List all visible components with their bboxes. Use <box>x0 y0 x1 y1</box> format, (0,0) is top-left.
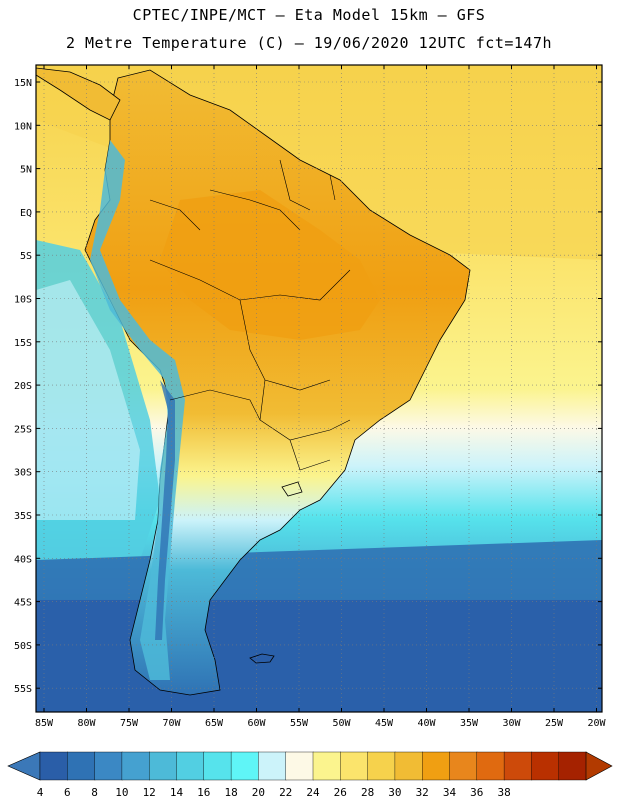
pacific-light-zone <box>36 280 140 520</box>
colorbar-label: 16 <box>197 786 210 799</box>
lat-tick-label: 55S <box>14 684 32 695</box>
lon-tick-label: 20W <box>587 718 606 729</box>
colorbar-swatch <box>503 751 533 781</box>
lat-tick-label: 10S <box>14 295 32 306</box>
colorbar-swatch <box>121 751 150 781</box>
colorbar-swatch <box>449 751 478 781</box>
lat-tick-label: 20S <box>14 381 32 392</box>
lat-tick-label: 45S <box>14 598 32 609</box>
colorbar-label: 28 <box>361 786 374 799</box>
colorbar-swatch <box>230 751 260 781</box>
lat-tick-label: 5N <box>20 165 32 176</box>
lake-outline <box>281 481 303 497</box>
colorbar-swatch <box>312 751 341 781</box>
lat-tick-label: 5S <box>20 251 32 262</box>
colorbar-label: 10 <box>115 786 128 799</box>
colorbar-swatch <box>203 751 232 781</box>
colorbar-swatch <box>340 751 369 781</box>
colorbar-under-arrow <box>7 751 41 781</box>
central-america-land <box>36 67 121 121</box>
lat-tick-label: 15N <box>14 78 32 89</box>
colorbar-over-arrow <box>585 751 613 781</box>
lat-tick-label: 30S <box>14 468 32 479</box>
colorbar: 4 6 8 10 12 14 16 18 20 22 24 26 28 30 32 34 36 38 <box>7 751 613 799</box>
lat-tick-label: 40S <box>14 554 32 565</box>
lon-tick-label: 75W <box>120 718 139 729</box>
colorbar-label: 6 <box>64 786 71 799</box>
colorbar-swatch <box>476 751 505 781</box>
chart-title-line2: 2 Metre Temperature (C) – 19/06/2020 12U… <box>65 34 553 52</box>
colorbar-swatch <box>394 751 423 781</box>
lat-tick-label: 10N <box>14 121 32 132</box>
country-borders <box>149 159 351 471</box>
colorbar-label: 22 <box>279 786 292 799</box>
lon-tick-label: 70W <box>162 718 181 729</box>
lat-tick-label: 35S <box>14 511 32 522</box>
colorbar-label: 8 <box>91 786 98 799</box>
lon-tick-label: 80W <box>77 718 96 729</box>
colorbar-label: 38 <box>497 786 510 799</box>
colorbar-swatch <box>148 751 178 781</box>
lon-tick-label: 40W <box>417 718 436 729</box>
lat-tick-label: 25S <box>14 424 32 435</box>
longitude-labels: 85W 80W 75W 70W 65W 60W 55W 50W 45W 40W 35W 30W 25W 2… <box>35 65 607 729</box>
colorbar-swatch <box>367 751 396 781</box>
colorbar-label: 24 <box>306 786 320 799</box>
lon-tick-label: 35W <box>460 718 479 729</box>
lat-tick-label: EQ <box>20 208 32 219</box>
andes-colder-strip <box>155 380 175 640</box>
lat-tick-label: 15S <box>14 338 32 349</box>
lon-tick-label: 30W <box>502 718 521 729</box>
colorbar-swatch <box>531 751 560 781</box>
colorbar-swatch <box>67 751 96 781</box>
colorbar-swatch <box>285 751 314 781</box>
lon-tick-label: 85W <box>35 718 54 729</box>
map-plot-area <box>36 65 602 712</box>
latitude-labels: 15N 10N 5N EQ 5S 10S 15S 20S 25S 30S 35S 40S 45S 50S 5… <box>14 78 602 695</box>
lon-tick-label: 50W <box>332 718 351 729</box>
lon-tick-label: 55W <box>290 718 309 729</box>
colorbar-label: 26 <box>334 786 347 799</box>
lat-tick-label: 50S <box>14 641 32 652</box>
colorbar-label: 34 <box>443 786 457 799</box>
colorbar-swatch <box>39 751 68 781</box>
falklands-islands <box>249 653 275 664</box>
colorbar-swatch <box>258 751 287 781</box>
colorbar-label: 12 <box>143 786 156 799</box>
southern-ocean-cold-zone <box>36 600 602 712</box>
colorbar-label: 30 <box>388 786 401 799</box>
plot-frame <box>35 64 603 713</box>
colorbar-label: 4 <box>37 786 44 799</box>
colorbar-label: 36 <box>470 786 483 799</box>
colorbar-label: 14 <box>170 786 184 799</box>
lon-tick-label: 25W <box>545 718 564 729</box>
colorbar-label: 20 <box>252 786 265 799</box>
lon-tick-label: 45W <box>375 718 394 729</box>
colorbar-label: 18 <box>224 786 237 799</box>
lon-tick-label: 65W <box>205 718 224 729</box>
colorbar-swatch <box>176 751 205 781</box>
colorbar-label: 32 <box>416 786 429 799</box>
chart-title-line1: CPTEC/INPE/MCT – Eta Model 15km – GFS <box>132 6 486 24</box>
colorbar-swatch <box>558 751 587 781</box>
lon-tick-label: 60W <box>247 718 266 729</box>
colorbar-swatch <box>422 751 451 781</box>
colorbar-swatch <box>94 751 123 781</box>
amazon-hot-core <box>160 190 380 340</box>
